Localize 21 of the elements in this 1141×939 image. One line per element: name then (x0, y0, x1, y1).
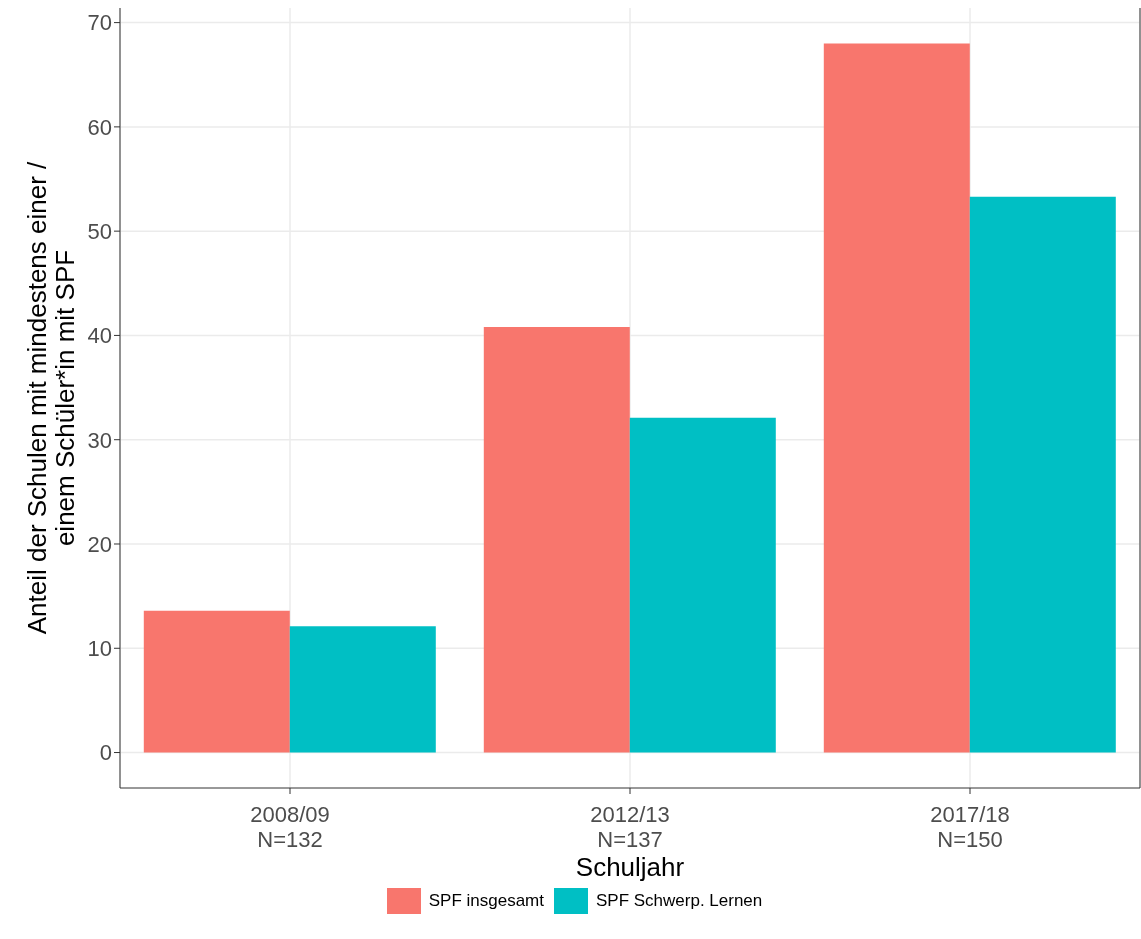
y-tick-label: 70 (87, 10, 112, 36)
bar (143, 610, 290, 753)
y-tick-label: 0 (99, 740, 112, 766)
x-tick-label: 2017/18 N=150 (930, 802, 1010, 852)
y-tick-label: 50 (87, 218, 112, 244)
bar (629, 417, 776, 753)
x-axis-title: Schuljahr (575, 852, 685, 882)
y-tick-label: 40 (87, 323, 112, 349)
y-axis-title: Anteil der Schulen mit mindestens einer / einem Schüler*in mit SPF (22, 160, 80, 635)
x-tick-label: 2008/09 N=132 (250, 802, 330, 852)
legend-label: SPF insgesamt (428, 891, 544, 911)
bar (969, 196, 1116, 753)
y-tick-label: 60 (87, 114, 112, 140)
bar (823, 43, 970, 753)
y-tick-label: 10 (87, 636, 112, 662)
y-tick-label: 30 (87, 427, 112, 453)
x-tick-label: 2012/13 N=137 (590, 802, 670, 852)
y-tick-label: 20 (87, 531, 112, 557)
bar (483, 327, 630, 753)
legend-label: SPF Schwerp. Lernen (595, 891, 763, 911)
bar (289, 626, 436, 753)
